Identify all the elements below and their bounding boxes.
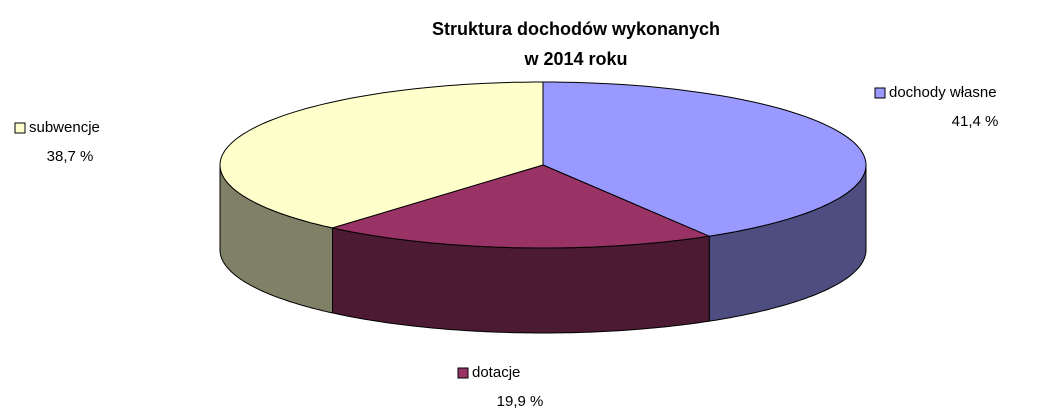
value-label: 41,4 % [952, 113, 999, 130]
legend-swatch [457, 367, 469, 379]
legend-swatch [874, 87, 886, 99]
value-label: 19,9 % [497, 393, 544, 410]
category-label: subwencje [29, 119, 100, 136]
chart-title: w 2014 roku [523, 49, 627, 69]
value-label: 38,7 % [47, 148, 94, 165]
slice [330, 164, 712, 249]
chart-title: Struktura dochodów wykonanych [432, 19, 720, 39]
legend-swatch [14, 122, 26, 134]
category-label: dotacje [472, 364, 520, 381]
slice [542, 81, 867, 237]
slice [219, 81, 544, 229]
category-label: dochody własne [889, 84, 997, 101]
